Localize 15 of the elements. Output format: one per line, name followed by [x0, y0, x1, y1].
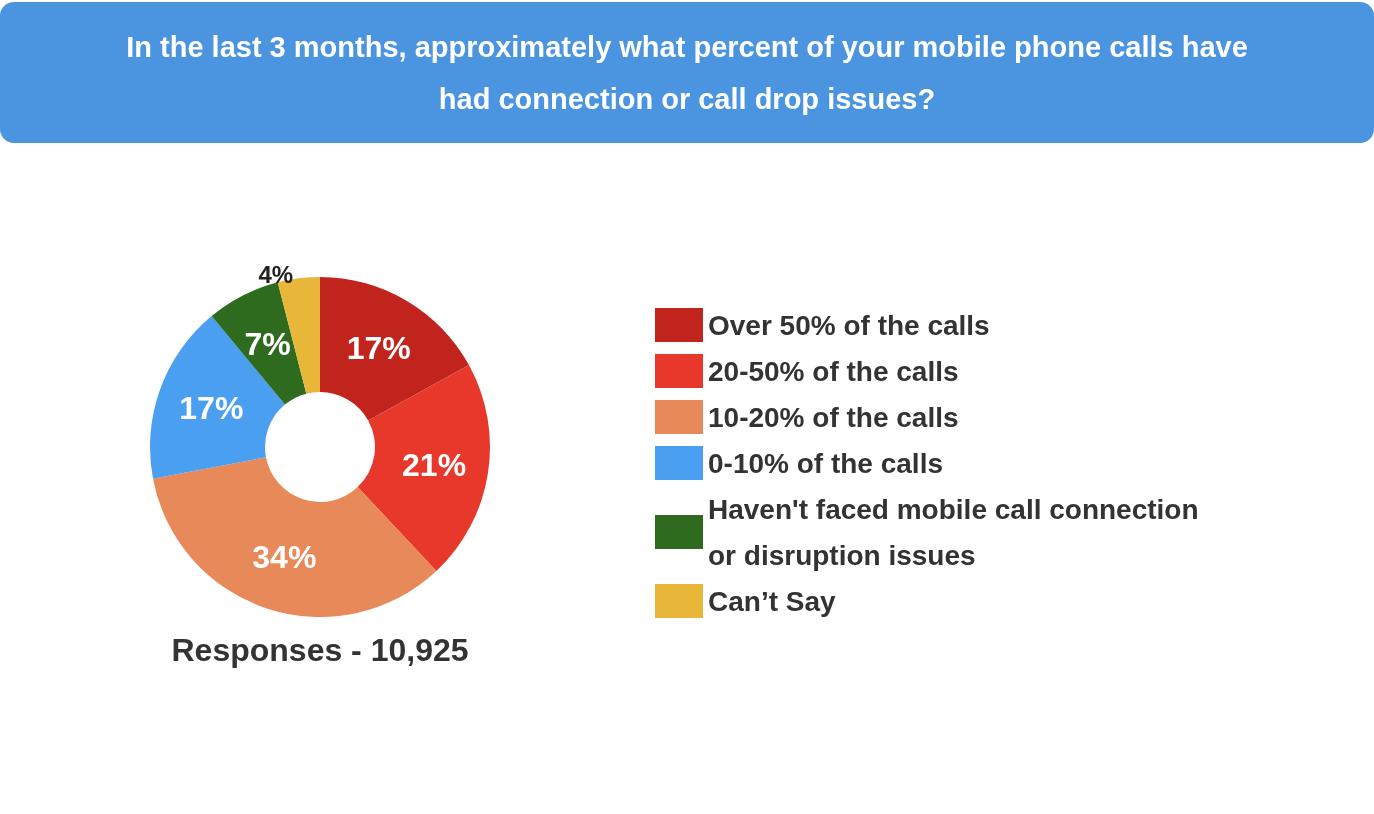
data-label: 4%: [258, 260, 294, 288]
data-label: 17%: [179, 389, 244, 426]
title-banner: In the last 3 months, approximately what percent of your mobile phone calls have had connection or call drop issues?: [0, 2, 1374, 143]
data-label: 17%: [346, 329, 411, 366]
legend-label: 0-10% of the calls: [708, 447, 943, 479]
legend-label: 20-50% of the calls: [708, 355, 959, 387]
data-label: 21%: [402, 447, 467, 484]
data-label: 34%: [252, 538, 317, 575]
legend-label: 10-20% of the calls: [708, 401, 959, 433]
legend-label: Can’t Say: [708, 585, 837, 617]
chart-title: In the last 3 months, approximately what percent of your mobile phone calls have had connection or call drop issues?: [125, 29, 1249, 117]
legend-label: Over 50% of the calls: [708, 309, 990, 341]
text: Responses - 10,925: [171, 632, 469, 668]
data-label: 7%: [244, 326, 291, 363]
legend-label: Haven't faced mobile call connection or disruption issues: [708, 493, 1207, 571]
